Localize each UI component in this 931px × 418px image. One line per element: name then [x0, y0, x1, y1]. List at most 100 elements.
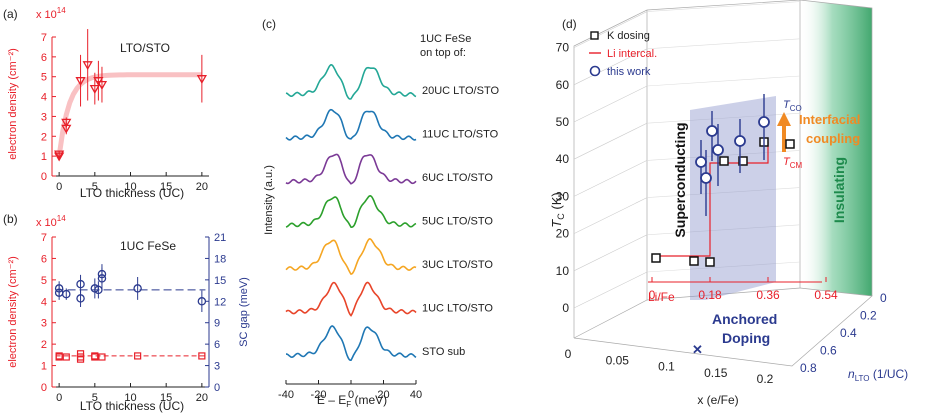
x-tick-label: 0: [348, 389, 354, 401]
z-tick-label: 0.6: [820, 344, 837, 358]
data-point-blue: [94, 285, 103, 295]
legend: K dosing Li intercal. this work: [589, 30, 657, 78]
y-tick-label: 0: [41, 382, 47, 394]
spectrum-label: 6UC LTO/STO: [422, 172, 493, 184]
data-point-blue: [62, 289, 71, 299]
this-work-point: [706, 125, 718, 137]
panel-b-xlabel: LTO thickness (UC): [80, 399, 184, 413]
spectrum-label: 1UC LTO/STO: [422, 303, 493, 315]
grid-line: [573, 122, 648, 160]
tc-tick-label: 60: [556, 78, 570, 92]
panel-d-marks: [651, 94, 795, 267]
li-tick-label: 0.18: [698, 288, 722, 302]
grid-line: [573, 48, 648, 86]
anchored-x-marker: ✕: [692, 342, 703, 357]
anchored-label-1: Anchored: [712, 311, 777, 327]
tc-tick-label: 10: [556, 264, 570, 278]
this-work-point: [712, 144, 724, 156]
grid-line: [573, 85, 648, 123]
k-dosing-point: [738, 156, 748, 166]
spectrum-label: 11UC LTO/STO: [422, 129, 499, 141]
this-work-point: [700, 172, 712, 184]
panel-b-multiplier: x 1014: [36, 214, 66, 229]
panel-b-y2label: SC gap (meV): [238, 277, 250, 347]
data-point-blue: [133, 284, 142, 293]
grid-line: [646, 150, 801, 161]
spectrum-line: [285, 108, 417, 141]
grid-line: [573, 160, 648, 197]
panel-d: (d) TC (K) x (e/Fe) nLTO (1/UC) Li/Fe Su…: [549, 0, 908, 407]
x-tick-label: 20: [377, 389, 389, 401]
x-tick-label: 15: [160, 392, 172, 404]
panel-c: (c) 1UC FeSe on top of: Intensity (a.u.)…: [262, 17, 499, 409]
y2-tick-label: 6: [214, 339, 220, 351]
x-tick-label: 0: [56, 181, 62, 193]
data-point-red: [134, 352, 142, 360]
panel-d-ylabel: TC (K): [549, 192, 566, 227]
panel-b-ylabel: electron density (cm⁻²): [7, 256, 19, 368]
tcm-label: TCM: [783, 156, 803, 170]
spectrum-line: [285, 194, 417, 229]
z-tick-label: 0.2: [860, 309, 877, 323]
grid-line: [646, 187, 801, 198]
li-tick-label: 0.36: [756, 288, 780, 302]
z-tick-label: 0: [880, 291, 887, 305]
panel-d-zlabel: nLTO (1/UC): [848, 367, 908, 383]
data-point: [61, 118, 72, 128]
x-tick-label: 0.2: [757, 372, 774, 386]
li-tick-label: 0.54: [814, 288, 838, 302]
y-tick-label: 1: [41, 361, 47, 373]
x-tick-label: -40: [278, 389, 294, 401]
x-tick-label: 20: [196, 392, 208, 404]
k-dosing-point: [705, 257, 715, 267]
y2-tick-label: 3: [214, 361, 220, 373]
tco-label: TCO: [783, 99, 802, 113]
this-work-point: [734, 135, 746, 147]
y2-tick-label: 12: [214, 296, 226, 308]
interfacial-label-1: Interfacial: [799, 112, 860, 127]
panel-c-xlabel: E – EF (meV): [317, 393, 387, 409]
panel-d-label: (d): [562, 17, 577, 31]
spectrum-label: STO sub: [422, 346, 465, 358]
spectrum-label: 5UC LTO/STO: [422, 216, 493, 228]
panel-a-multiplier: x 1014: [36, 6, 66, 21]
grid-line: [646, 1, 801, 12]
x-tick-label: 10: [124, 181, 136, 193]
x-tick-label: 5: [92, 181, 98, 193]
x-tick-label: 0.1: [658, 360, 675, 374]
grid-line: [646, 75, 801, 87]
tc-tick-label: 70: [556, 41, 570, 55]
tc-tick-label: 30: [556, 189, 570, 203]
data-point: [82, 61, 93, 71]
x-tick-label: -20: [311, 389, 327, 401]
z-tick-label: 0.8: [800, 361, 817, 375]
panel-b-annotation: 1UC FeSe: [120, 239, 176, 253]
panel-a: (a) x 1014 LTO/STO electron density (cm⁻…: [3, 6, 209, 200]
y-tick-label: 2: [41, 339, 47, 351]
interfacial-label-2: coupling: [806, 131, 860, 146]
panel-c-marks: 20UC LTO/STO 11UC LTO/STO 6UC LTO/STO 5UC L…: [285, 63, 499, 361]
spectrum-line: [286, 325, 417, 361]
grid-line: [646, 224, 801, 236]
x-tick-label: 20: [196, 181, 208, 193]
spectrum-label: 20UC LTO/STO: [422, 85, 499, 97]
data-point-red: [76, 355, 85, 363]
grid-line: [573, 11, 648, 48]
x-tick-label: 10: [124, 392, 136, 404]
x-tick-label: 0: [56, 392, 62, 404]
li-axis-label: Li/Fe: [648, 290, 675, 304]
y-tick-label: 5: [41, 72, 47, 84]
panel-c-label: (c): [262, 17, 276, 31]
spectrum-line: [285, 281, 417, 317]
y2-tick-label: 9: [214, 318, 220, 330]
y-tick-label: 4: [41, 92, 47, 104]
panel-a-ylabel: electron density (cm⁻²): [7, 48, 19, 160]
y-tick-label: 0: [41, 171, 47, 183]
data-point-blue: [76, 279, 85, 289]
coupling-arrow-head: [777, 112, 791, 126]
data-point-blue: [197, 297, 207, 306]
x-tick-label: 0: [565, 347, 572, 361]
y2-tick-label: 21: [214, 232, 226, 244]
